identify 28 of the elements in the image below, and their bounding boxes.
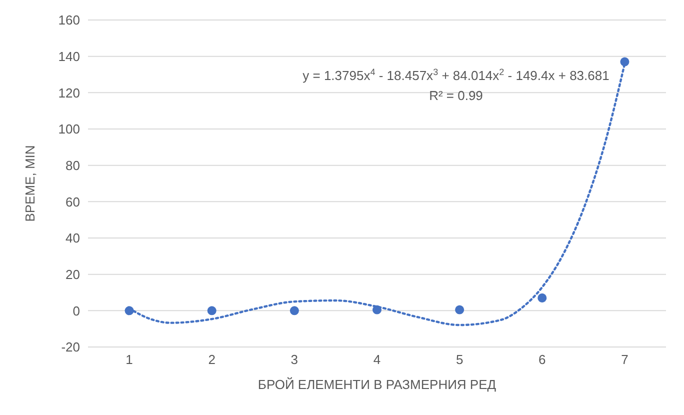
y-tick-label: -20 xyxy=(61,340,80,355)
x-tick-label: 5 xyxy=(456,352,464,368)
point xyxy=(124,306,134,316)
y-tick-label: 0 xyxy=(72,303,80,318)
x-tick-label: 2 xyxy=(208,352,216,368)
y-axis-title: ВРЕМЕ, MIN xyxy=(22,145,38,222)
x-tick-label: 6 xyxy=(538,352,546,368)
point xyxy=(455,305,464,314)
y-tick-label: 60 xyxy=(66,194,80,210)
y-tick-label: 80 xyxy=(66,158,80,173)
point xyxy=(538,293,547,302)
y-tick-label: 100 xyxy=(58,122,80,137)
y-tick-label: 140 xyxy=(58,48,80,64)
x-axis-title: БРОЙ ЕЛЕМЕНТИ В РАЗМЕРНИЯ РЕД xyxy=(258,377,496,392)
x-tick-label: 3 xyxy=(290,352,298,368)
point xyxy=(207,306,216,316)
y-tick-label: 160 xyxy=(58,12,80,28)
point xyxy=(620,57,630,66)
point xyxy=(290,306,299,316)
x-tick-label: 7 xyxy=(621,352,628,368)
point xyxy=(372,305,382,314)
x-tick-label: 4 xyxy=(373,352,381,368)
annotation: R² = 0.99 xyxy=(429,88,483,103)
y-tick-label: 40 xyxy=(66,230,80,246)
y-tick-label: 120 xyxy=(58,85,80,100)
annotation: y = 1.3795x$^{4}$ - 18.457x$^{3}$ + 84.014x$^{2}$ - 149.4x + 83.681 xyxy=(302,67,610,83)
y-tick-label: 20 xyxy=(66,266,80,282)
x-tick-label: 1 xyxy=(126,352,133,368)
